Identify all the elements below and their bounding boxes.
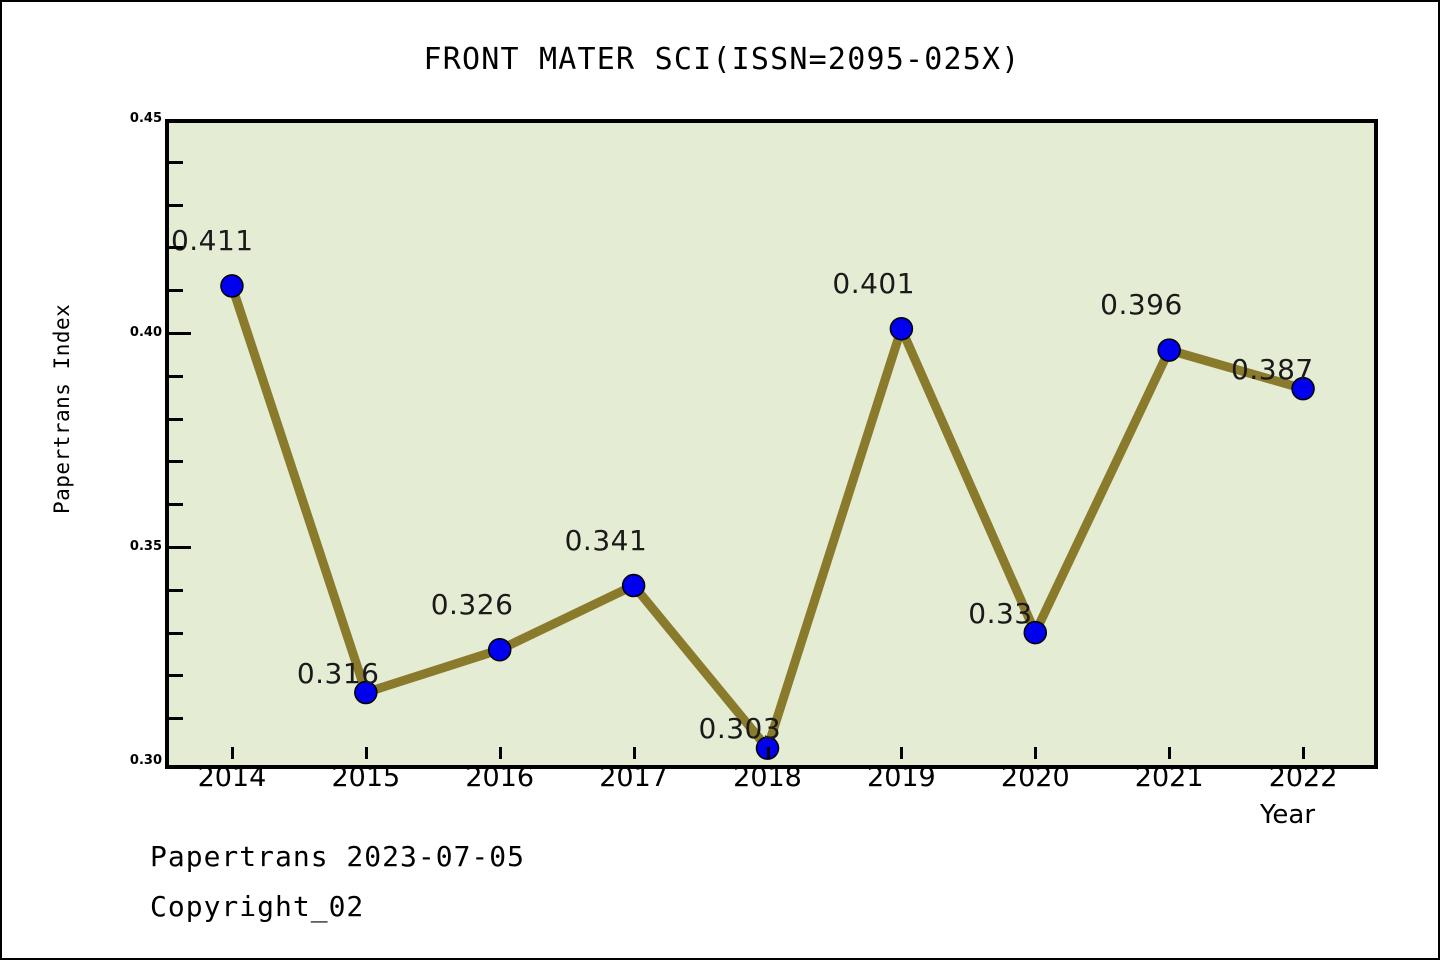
- x-axis-tick-label: 2019: [867, 762, 936, 793]
- x-axis-tick-label: 2020: [1000, 762, 1070, 793]
- data-point-value-label: 0.401: [832, 266, 916, 300]
- y-axis-major-tick: [169, 546, 191, 549]
- x-axis-tick-label: 2018: [733, 762, 802, 793]
- y-axis-minor-tick: [169, 289, 183, 293]
- data-point-value-label: 0.387: [1231, 352, 1314, 386]
- y-axis-major-tick: [169, 332, 191, 335]
- y-axis-tick-label: 0.35: [129, 539, 162, 554]
- x-axis-tick: [498, 747, 502, 759]
- y-axis-minor-tick: [169, 246, 183, 250]
- x-axis-tick: [1302, 747, 1306, 759]
- y-axis-minor-tick: [169, 588, 183, 592]
- y-axis-tick-label: 0.40: [129, 325, 162, 340]
- data-point-value-label: 0.341: [564, 523, 648, 557]
- data-point-marker[interactable]: [1023, 620, 1048, 645]
- x-axis-tick-label: 2021: [1134, 762, 1204, 793]
- y-axis-title: Papertrans Index: [50, 303, 74, 514]
- y-axis-tick-labels: 0.45 0.40 0.35 0.30: [100, 2, 162, 962]
- x-axis-title: Year: [1260, 800, 1316, 830]
- x-axis-tick-label: 2022: [1268, 762, 1338, 793]
- x-axis-tick-label: 2016: [465, 762, 535, 793]
- data-point-marker[interactable]: [621, 573, 646, 598]
- x-axis-tick: [364, 747, 368, 759]
- data-point-value-label: 0.326: [430, 587, 514, 621]
- data-point-marker[interactable]: [487, 637, 512, 662]
- x-axis-tick-label: 2014: [197, 762, 267, 793]
- y-axis-minor-tick: [169, 631, 183, 635]
- y-axis-minor-tick: [169, 460, 183, 464]
- x-axis-tick: [900, 747, 904, 759]
- x-axis-tick: [230, 747, 234, 759]
- y-axis-minor-tick: [169, 374, 183, 378]
- y-axis-minor-tick: [169, 717, 183, 721]
- x-axis-tick: [766, 747, 770, 759]
- x-axis-tick: [1034, 747, 1038, 759]
- data-point-value-label: 0.316: [296, 656, 380, 690]
- x-axis-tick: [1168, 747, 1172, 759]
- footer-copyright-text: Copyright_02: [150, 890, 365, 923]
- x-axis-tick-label: 2015: [331, 762, 401, 793]
- y-axis-minor-tick: [169, 203, 183, 207]
- data-point-marker[interactable]: [354, 680, 378, 705]
- data-point-value-label: 0.303: [698, 712, 782, 746]
- data-point-marker[interactable]: [889, 316, 914, 341]
- data-point-marker[interactable]: [1291, 376, 1315, 401]
- data-point-marker[interactable]: [220, 274, 244, 298]
- y-axis-minor-tick: [169, 160, 183, 164]
- data-point-marker[interactable]: [1157, 338, 1181, 362]
- x-axis-tick-label: 2017: [599, 762, 668, 793]
- x-axis-tick: [632, 747, 636, 759]
- y-axis-minor-tick: [169, 674, 183, 678]
- footer-date-text: Papertrans 2023-07-05: [150, 840, 526, 873]
- data-point-value-label: 0.33: [968, 596, 1033, 630]
- y-axis-minor-tick: [169, 417, 183, 421]
- y-axis-tick-label: 0.30: [129, 753, 162, 768]
- page-title: FRONT MATER SCI(ISSN=2095-025X): [423, 42, 1021, 77]
- plot-area: [165, 119, 1378, 769]
- y-axis-tick-label: 0.45: [129, 111, 162, 126]
- data-point-value-label: 0.396: [1100, 288, 1183, 322]
- y-axis-minor-tick: [169, 503, 183, 507]
- data-series-line: [227, 281, 1308, 753]
- data-point-value-label: 0.411: [170, 223, 254, 257]
